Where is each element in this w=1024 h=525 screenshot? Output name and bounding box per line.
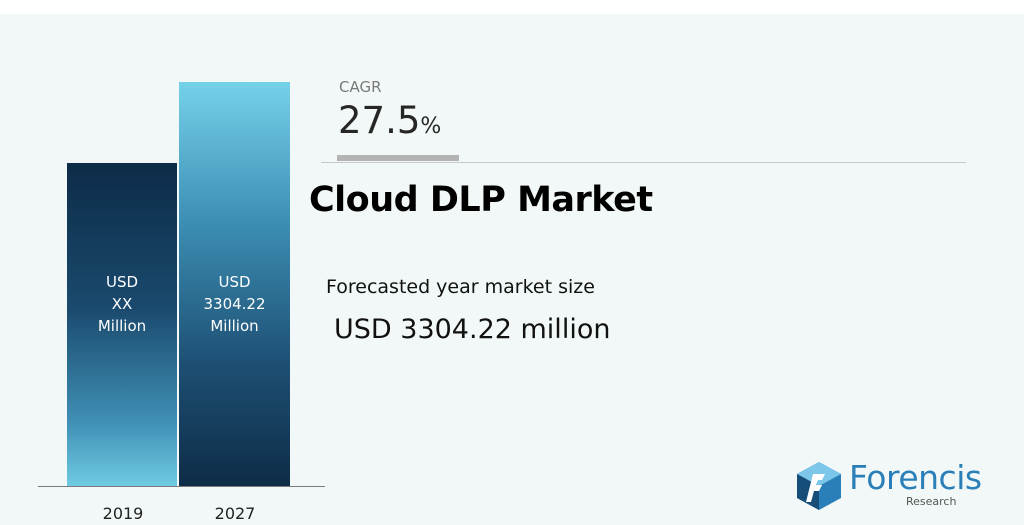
bar-label-2019: USD XX Million	[67, 271, 177, 337]
bar-2027: USD 3304.22 Million	[179, 82, 290, 486]
x-axis-line	[38, 486, 325, 487]
bar-label-2027-line-2: 3304.22	[203, 295, 266, 313]
bar-label-2027-line-3: Million	[210, 317, 259, 335]
x-tick-2027: 2027	[214, 504, 256, 523]
bar-label-2027: USD 3304.22 Million	[179, 271, 290, 337]
market-title: Cloud DLP Market	[309, 180, 653, 220]
cagr-value: 27.5%	[338, 99, 441, 149]
forecast-label: Forecasted year market size	[326, 276, 595, 298]
cagr-label: CAGR	[339, 78, 382, 96]
bar-2019: USD XX Million	[67, 163, 177, 486]
divider-line	[321, 162, 966, 163]
cagr-unit: %	[420, 114, 442, 139]
bar-label-2027-line-1: USD	[218, 273, 251, 291]
logo-name: Forencis	[849, 458, 982, 497]
cagr-underline	[337, 155, 459, 161]
x-tick-2019: 2019	[102, 504, 144, 523]
bar-label-2019-line-3: Million	[97, 317, 147, 335]
forecast-value: USD 3304.22 million	[334, 314, 611, 345]
cagr-number: 27.5	[338, 99, 421, 142]
bar-label-2019-line-2: XX	[111, 295, 133, 313]
logo-tagline: Research	[906, 495, 957, 508]
forencis-logo: Forencis Research	[793, 458, 982, 514]
bar-label-2019-line-1: USD	[105, 273, 139, 291]
forencis-logo-icon	[797, 462, 841, 510]
